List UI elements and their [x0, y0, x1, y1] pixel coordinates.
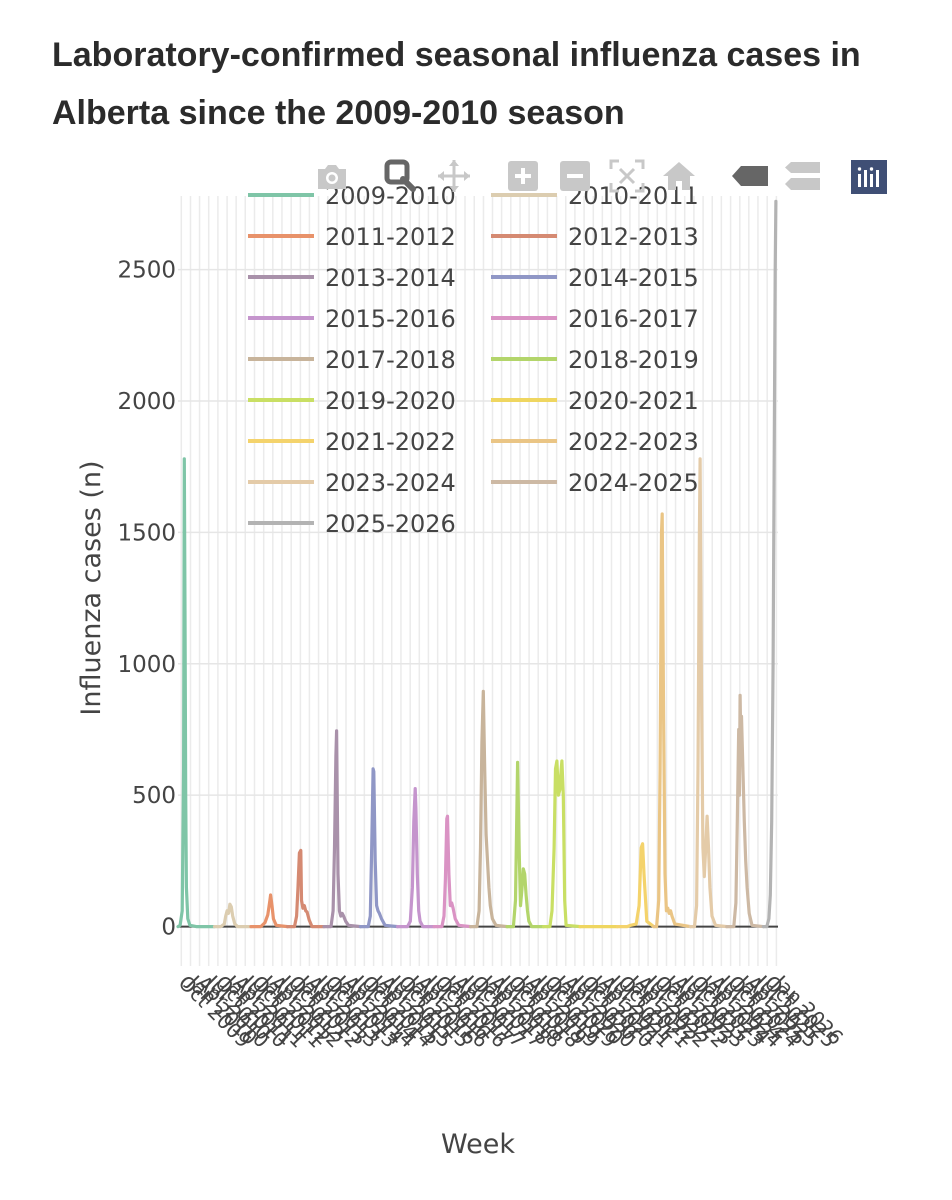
series-line-2012-2013[interactable] — [285, 848, 326, 929]
legend-label: 2018-2019 — [568, 346, 699, 374]
legend-label: 2015-2016 — [325, 305, 456, 333]
y-tick-label: 2000 — [117, 389, 176, 415]
series-line-2019-2020[interactable] — [541, 759, 582, 929]
legend-item-2016-2017[interactable]: 2016-2017 — [491, 305, 699, 333]
legend-item-2009-2010[interactable]: 2009-2010 — [248, 182, 456, 210]
legend-item-2023-2024[interactable]: 2023-2024 — [248, 469, 456, 497]
y-axis-label: Influenza cases (n) — [76, 460, 107, 715]
y-tick-label: 0 — [161, 915, 176, 941]
y-tick-label: 1000 — [117, 652, 176, 678]
legend-label: 2022-2023 — [568, 428, 699, 456]
legend-item-2022-2023[interactable]: 2022-2023 — [491, 428, 699, 456]
zoom-in-icon[interactable] — [503, 156, 543, 196]
series-line-2016-2017[interactable] — [432, 814, 473, 929]
series-line-2013-2014[interactable] — [322, 729, 363, 929]
legend-label: 2020-2021 — [568, 387, 699, 415]
legend-label: 2025-2026 — [325, 510, 456, 538]
legend-item-2014-2015[interactable]: 2014-2015 — [491, 264, 699, 292]
series-line-2011-2012[interactable] — [249, 893, 290, 929]
legend-label: 2017-2018 — [325, 346, 456, 374]
legend-label: 2012-2013 — [568, 223, 699, 251]
spike-closest-icon[interactable] — [730, 156, 770, 196]
pan-icon[interactable] — [434, 156, 474, 196]
legend-label: 2011-2012 — [325, 223, 456, 251]
series-line-2010-2011[interactable] — [212, 902, 253, 929]
legend-item-2017-2018[interactable]: 2017-2018 — [248, 346, 456, 374]
y-tick-labels: 0 500 1000 1500 2000 2500 — [117, 258, 176, 941]
camera-icon[interactable] — [312, 156, 352, 196]
plotly-logo-icon[interactable] — [851, 160, 887, 194]
spike-compare-icon[interactable] — [782, 156, 822, 196]
legend-label: 2024-2025 — [568, 469, 699, 497]
legend-item-2013-2014[interactable]: 2013-2014 — [248, 264, 456, 292]
series-line-2025-2026[interactable] — [761, 199, 778, 929]
legend-item-2012-2013[interactable]: 2012-2013 — [491, 223, 699, 251]
home-icon[interactable] — [659, 156, 699, 196]
series-line-2022-2023[interactable] — [652, 512, 692, 929]
legend-label: 2014-2015 — [568, 264, 699, 292]
series-line-2014-2015[interactable] — [358, 767, 400, 929]
zoom-icon[interactable] — [380, 156, 420, 196]
zoom-out-icon[interactable] — [555, 156, 595, 196]
series-line-2024-2025[interactable] — [725, 693, 765, 929]
y-gridlines — [178, 268, 778, 796]
modebar — [0, 0, 952, 194]
y-tick-label: 2500 — [117, 258, 176, 284]
page-title: Laboratory-confirmed seasonal influenza … — [52, 36, 861, 132]
legend-item-2021-2022[interactable]: 2021-2022 — [248, 428, 456, 456]
legend-label: 2021-2022 — [325, 428, 456, 456]
series-line-2023-2024[interactable] — [688, 457, 729, 929]
x-gridlines — [180, 196, 778, 966]
series-line-2017-2018[interactable] — [469, 689, 509, 929]
autoscale-icon[interactable] — [607, 156, 647, 196]
legend-item-2015-2016[interactable]: 2015-2016 — [248, 305, 456, 333]
series-line-2018-2019[interactable] — [505, 760, 546, 929]
y-tick-label: 500 — [132, 783, 176, 809]
legend-label: 2013-2014 — [325, 264, 456, 292]
legend-label: 2019-2020 — [325, 387, 456, 415]
legend-item-2025-2026[interactable]: 2025-2026 — [248, 510, 456, 538]
legend-item-2024-2025[interactable]: 2024-2025 — [491, 469, 699, 497]
series-line-2015-2016[interactable] — [396, 786, 436, 929]
legend-item-2011-2012[interactable]: 2011-2012 — [248, 223, 456, 251]
legend-label: 2023-2024 — [325, 469, 456, 497]
legend-item-2018-2019[interactable]: 2018-2019 — [491, 346, 699, 374]
series-line-2021-2022[interactable] — [615, 842, 656, 929]
series-line-2009-2010[interactable] — [176, 457, 217, 929]
legend-item-2020-2021[interactable]: 2020-2021 — [491, 387, 699, 415]
series-lines — [176, 199, 778, 929]
x-axis-label: Week — [441, 1129, 515, 1160]
legend-item-2019-2020[interactable]: 2019-2020 — [248, 387, 456, 415]
legend-label: 2009-2010 — [325, 182, 456, 210]
y-tick-label: 1500 — [117, 520, 176, 546]
legend-label: 2016-2017 — [568, 305, 699, 333]
